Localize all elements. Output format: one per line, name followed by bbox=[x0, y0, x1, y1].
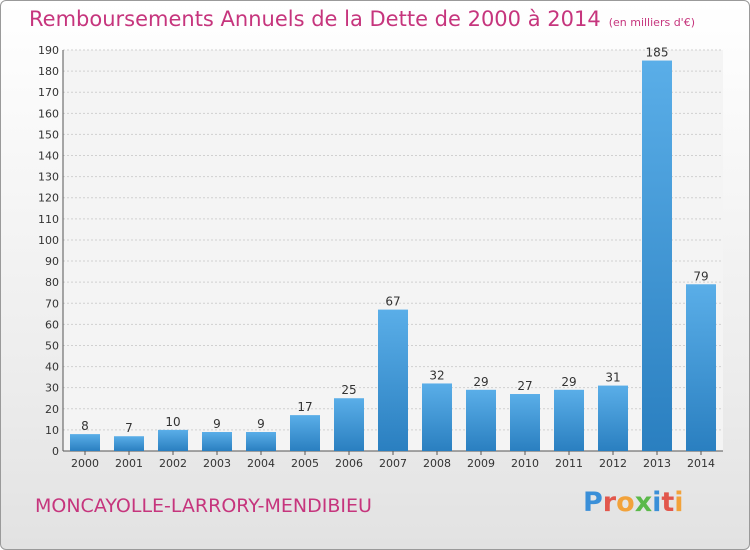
y-tick-label: 70 bbox=[45, 297, 59, 310]
x-tick-label: 2014 bbox=[687, 457, 715, 470]
logo-letter: o bbox=[616, 487, 635, 518]
data-label: 31 bbox=[605, 371, 620, 385]
bar bbox=[158, 429, 188, 451]
y-tick-label: 80 bbox=[45, 276, 59, 289]
y-tick-label: 90 bbox=[45, 255, 59, 268]
y-tick-label: 190 bbox=[38, 44, 59, 57]
x-tick-label: 2011 bbox=[555, 457, 583, 470]
x-tick-label: 2005 bbox=[291, 457, 319, 470]
bar bbox=[554, 389, 584, 451]
y-tick-label: 30 bbox=[45, 382, 59, 395]
x-tick-label: 2009 bbox=[467, 457, 495, 470]
x-tick-label: 2002 bbox=[159, 457, 187, 470]
x-tick-label: 2007 bbox=[379, 457, 407, 470]
bar-chart: 0 10 20 30 40 50 60 70 80 90 100 110 120 130 140 150 160… bbox=[38, 44, 723, 470]
data-label: 29 bbox=[561, 375, 576, 389]
logo-letter: i bbox=[674, 487, 684, 518]
bar bbox=[246, 432, 276, 451]
x-tick-label: 2000 bbox=[71, 457, 99, 470]
data-label: 9 bbox=[257, 417, 265, 431]
data-label: 185 bbox=[646, 46, 669, 60]
bar bbox=[70, 434, 100, 451]
y-tick-label: 120 bbox=[38, 192, 59, 205]
data-label: 17 bbox=[297, 400, 312, 414]
bar bbox=[290, 415, 320, 451]
data-label: 32 bbox=[429, 368, 444, 382]
bar bbox=[378, 309, 408, 451]
x-tick-label: 2012 bbox=[599, 457, 627, 470]
data-label: 10 bbox=[165, 415, 180, 429]
data-label: 79 bbox=[693, 269, 708, 283]
data-label: 27 bbox=[517, 379, 532, 393]
y-tick-label: 160 bbox=[38, 107, 59, 120]
y-tick-label: 180 bbox=[38, 65, 59, 78]
logo-letter: x bbox=[634, 487, 653, 518]
logo-letter: r bbox=[602, 487, 617, 518]
x-tick-label: 2003 bbox=[203, 457, 231, 470]
logo-letter: P bbox=[583, 487, 603, 518]
data-label: 29 bbox=[473, 375, 488, 389]
y-tick-label: 40 bbox=[45, 361, 59, 374]
y-tick-label: 20 bbox=[45, 403, 59, 416]
x-tick-label: 2006 bbox=[335, 457, 363, 470]
data-label: 67 bbox=[385, 295, 400, 309]
y-tick-label: 140 bbox=[38, 150, 59, 163]
y-tick-label: 110 bbox=[38, 213, 59, 226]
data-label: 7 bbox=[125, 421, 133, 435]
bar bbox=[422, 383, 452, 451]
bar bbox=[510, 394, 540, 451]
chart-title: Remboursements Annuels de la Dette de 20… bbox=[29, 7, 695, 31]
data-label: 8 bbox=[81, 419, 89, 433]
x-tick-label: 2010 bbox=[511, 457, 539, 470]
chart-title-text: Remboursements Annuels de la Dette de 20… bbox=[29, 7, 601, 31]
logo-letter: i bbox=[652, 487, 662, 518]
data-label: 25 bbox=[341, 383, 356, 397]
x-tick-label: 2008 bbox=[423, 457, 451, 470]
y-tick-label: 130 bbox=[38, 171, 59, 184]
bar bbox=[686, 284, 716, 451]
x-tick-label: 2001 bbox=[115, 457, 143, 470]
bar bbox=[334, 398, 364, 451]
data-label: 9 bbox=[213, 417, 221, 431]
x-tick-label: 2004 bbox=[247, 457, 275, 470]
proxiti-logo: Proxiti bbox=[583, 487, 684, 518]
bar bbox=[466, 389, 496, 451]
y-tick-label: 170 bbox=[38, 86, 59, 99]
chart-subtitle: (en milliers d'€) bbox=[608, 16, 695, 29]
y-tick-label: 150 bbox=[38, 128, 59, 141]
y-tick-label: 10 bbox=[45, 424, 59, 437]
bar bbox=[202, 432, 232, 451]
logo-letter: t bbox=[661, 487, 675, 518]
y-tick-label: 50 bbox=[45, 339, 59, 352]
x-tick-label: 2013 bbox=[643, 457, 671, 470]
bar bbox=[642, 60, 672, 451]
bar bbox=[598, 385, 628, 451]
y-tick-label: 0 bbox=[52, 445, 59, 458]
bar bbox=[114, 436, 144, 451]
commune-name: MONCAYOLLE-LARRORY-MENDIBIEU bbox=[35, 495, 372, 517]
y-tick-label: 60 bbox=[45, 318, 59, 331]
y-tick-label: 100 bbox=[38, 234, 59, 247]
